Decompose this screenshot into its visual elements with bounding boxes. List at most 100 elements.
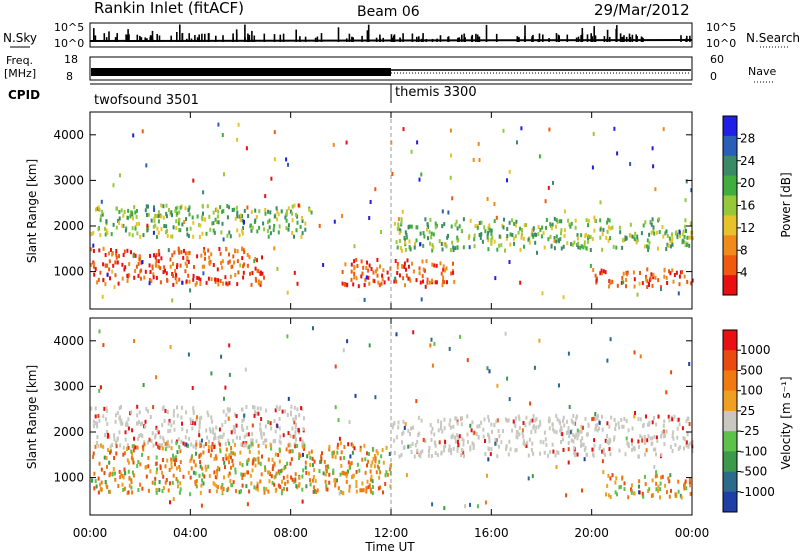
heatmap-cell	[260, 472, 263, 477]
heatmap-cell	[193, 265, 195, 269]
heatmap-cell	[412, 330, 415, 335]
heatmap-cell	[181, 427, 184, 432]
heatmap-cell	[105, 219, 108, 224]
heatmap-cell	[555, 224, 557, 229]
heatmap-cell	[156, 235, 158, 239]
heatmap-cell	[286, 487, 289, 492]
heatmap-cell	[259, 427, 262, 432]
heatmap-cell	[204, 442, 207, 447]
heatmap-cell	[478, 221, 481, 225]
heatmap-cell	[121, 482, 124, 487]
heatmap-cell	[591, 447, 594, 452]
heatmap-cell	[555, 430, 558, 435]
heatmap-cell	[263, 486, 266, 491]
heatmap-cell	[154, 223, 157, 228]
heatmap-cell	[636, 292, 639, 297]
heatmap-cell	[324, 479, 327, 484]
heatmap-cell	[192, 178, 195, 183]
heatmap-cell	[393, 421, 396, 426]
nsky-bar	[299, 36, 301, 42]
heatmap-cell	[557, 238, 560, 243]
heatmap-cell	[176, 413, 179, 418]
heatmap-cell	[229, 234, 232, 239]
heatmap-cell	[166, 444, 169, 449]
heatmap-cell	[136, 413, 139, 418]
heatmap-cell	[245, 441, 248, 445]
heatmap-cell	[688, 422, 691, 426]
heatmap-cell	[200, 415, 203, 420]
heatmap-cell	[347, 442, 350, 447]
heatmap-cell	[262, 221, 265, 226]
heatmap-cell	[221, 490, 224, 494]
heatmap-cell	[189, 226, 192, 231]
heatmap-cell	[380, 454, 383, 459]
heatmap-cell	[233, 442, 236, 447]
heatmap-cell	[522, 441, 525, 446]
heatmap-cell	[602, 269, 605, 274]
heatmap-cell	[178, 277, 181, 282]
heatmap-cell	[547, 237, 550, 242]
heatmap-cell	[267, 420, 270, 425]
heatmap-cell	[348, 488, 351, 493]
heatmap-cell	[431, 262, 434, 267]
heatmap-cell	[608, 447, 611, 452]
nsky-bar	[517, 38, 519, 42]
heatmap-cell	[227, 260, 230, 265]
heatmap-cell	[290, 457, 293, 462]
heatmap-cell	[228, 230, 231, 235]
nsky-bar	[188, 33, 190, 42]
heatmap-cell	[466, 358, 469, 363]
heatmap-cell	[457, 435, 460, 440]
heatmap-cell	[172, 409, 175, 414]
heatmap-cell	[186, 255, 189, 260]
heatmap-cell	[684, 479, 687, 484]
heatmap-cell	[587, 223, 589, 228]
heatmap-cell	[652, 229, 655, 234]
heatmap-cell	[662, 424, 665, 428]
heatmap-cell	[643, 474, 646, 479]
heatmap-cell	[452, 261, 454, 266]
heatmap-cell	[251, 432, 254, 437]
heatmap-cell	[241, 418, 244, 423]
heatmap-cell	[160, 203, 163, 208]
heatmap-cell	[219, 442, 221, 447]
heatmap-cell	[511, 218, 513, 223]
heatmap-cell	[247, 214, 250, 218]
colorbar-block	[723, 350, 737, 371]
heatmap-cell	[216, 472, 219, 477]
heatmap-cell	[257, 456, 260, 461]
heatmap-cell	[660, 475, 662, 480]
heatmap-cell	[644, 440, 646, 445]
heatmap-cell	[294, 434, 297, 439]
heatmap-cell	[655, 230, 658, 235]
heatmap-cell	[273, 419, 276, 423]
heatmap-cell	[608, 424, 611, 429]
heatmap-cell	[482, 434, 485, 439]
heatmap-cell	[472, 445, 475, 450]
heatmap-cell	[264, 444, 267, 449]
nsky-bar	[247, 33, 249, 42]
nsky-bar	[586, 34, 589, 42]
heatmap-cell	[313, 459, 316, 464]
heatmap-cell	[272, 228, 275, 233]
heatmap-cell	[236, 282, 239, 287]
x-tick-label: 16:00	[474, 526, 509, 540]
heatmap-cell	[155, 259, 158, 264]
colorbar-tick-label: -1000	[740, 485, 775, 499]
heatmap-cell	[296, 407, 299, 412]
heatmap-cell	[274, 408, 277, 413]
heatmap-cell	[343, 445, 346, 449]
heatmap-cell	[138, 420, 140, 425]
heatmap-cell	[150, 439, 153, 444]
heatmap-cell	[199, 277, 202, 282]
heatmap-cell	[106, 263, 109, 268]
heatmap-cell	[161, 446, 164, 451]
heatmap-cell	[671, 240, 674, 245]
heatmap-cell	[151, 480, 154, 485]
heatmap-cell	[582, 442, 585, 447]
heatmap-cell	[94, 267, 97, 271]
heatmap-cell	[291, 218, 294, 223]
heatmap-cell	[429, 241, 432, 246]
heatmap-cell	[287, 431, 290, 436]
